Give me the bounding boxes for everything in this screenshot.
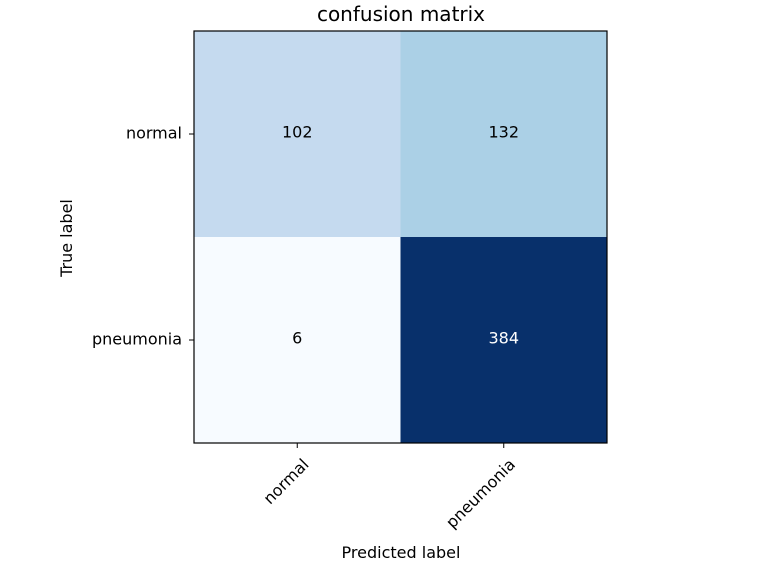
heatmap-cell (194, 31, 401, 238)
cell-value-label: 6 (292, 329, 302, 348)
x-axis-label: Predicted label (342, 543, 461, 562)
x-tick-label: normal (259, 455, 312, 508)
heatmap-cell (400, 31, 608, 238)
heatmap-cells: 102 132 6 384 (194, 31, 608, 444)
plot-frame (193, 30, 608, 444)
x-tick-label: pneumonia (442, 455, 519, 532)
cell-value-label: 384 (488, 329, 519, 348)
cell-value-label: 102 (282, 123, 313, 142)
heatmap-cell (194, 237, 401, 444)
chart-title: confusion matrix (317, 2, 485, 26)
y-axis-label: True label (57, 199, 76, 278)
y-tick-label: pneumonia (92, 330, 182, 349)
heatmap-cell (400, 237, 608, 444)
y-tick-label: normal (126, 124, 182, 143)
cell-value-label: 132 (488, 123, 519, 142)
